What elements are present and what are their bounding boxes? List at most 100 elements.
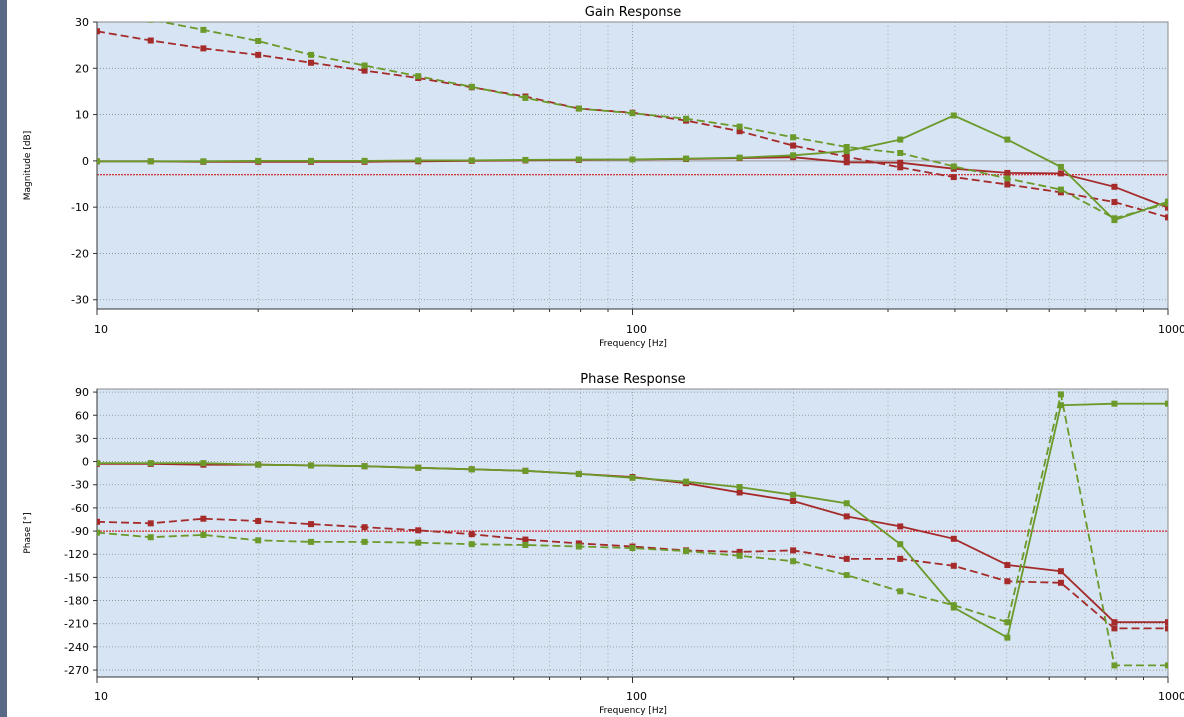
- x-axis-label: Frequency [Hz]: [599, 339, 667, 349]
- data-point-green-solid: [683, 478, 690, 485]
- data-point-green-solid: [468, 157, 475, 164]
- y-tick-label: -240: [64, 641, 89, 654]
- y-tick-label: -60: [71, 502, 89, 515]
- data-point-green-dashed: [629, 110, 636, 117]
- data-point-red-dashed: [361, 67, 368, 74]
- y-tick-label: 10: [75, 109, 89, 122]
- data-point-green-solid: [1111, 400, 1118, 407]
- data-point-red-solid: [1057, 170, 1064, 177]
- data-point-green-dashed: [790, 558, 797, 565]
- data-point-green-dashed: [1004, 175, 1011, 182]
- y-tick-label: -210: [64, 618, 89, 631]
- x-tick-label: 10: [94, 690, 108, 703]
- data-point-green-solid: [1004, 634, 1011, 641]
- data-point-green-solid: [522, 467, 529, 474]
- data-point-green-dashed: [468, 541, 475, 548]
- data-point-green-dashed: [308, 538, 315, 545]
- data-point-green-solid: [683, 155, 690, 162]
- data-point-green-solid: [200, 158, 207, 165]
- data-point-green-solid: [468, 466, 475, 473]
- data-point-red-dashed: [97, 518, 100, 525]
- data-point-red-dashed: [468, 531, 475, 538]
- x-tick-label: 100: [626, 690, 647, 703]
- data-point-green-solid: [147, 460, 154, 467]
- y-axis-label: Magnitude [dB]: [23, 131, 33, 200]
- data-point-green-dashed: [1057, 186, 1064, 193]
- data-point-red-dashed: [361, 524, 368, 531]
- data-point-red-dashed: [308, 521, 315, 528]
- y-tick-label: -270: [64, 664, 89, 677]
- data-point-green-dashed: [683, 548, 690, 555]
- data-point-red-dashed: [843, 153, 850, 160]
- data-point-green-dashed: [1057, 391, 1064, 398]
- data-point-green-dashed: [683, 115, 690, 122]
- data-point-green-dashed: [147, 22, 154, 23]
- data-point-green-solid: [361, 463, 368, 470]
- window-left-edge: [0, 0, 7, 717]
- y-tick-label: -180: [64, 595, 89, 608]
- data-point-green-solid: [415, 464, 422, 471]
- data-point-red-dashed: [897, 164, 904, 171]
- data-point-green-solid: [843, 500, 850, 507]
- x-axis-label: Frequency [Hz]: [599, 706, 667, 716]
- data-point-red-dashed: [200, 515, 207, 522]
- y-tick-label: -30: [71, 479, 89, 492]
- data-point-green-dashed: [843, 143, 850, 150]
- y-tick-label: 60: [75, 409, 89, 422]
- data-point-red-solid: [1165, 204, 1168, 211]
- data-point-green-solid: [361, 157, 368, 164]
- data-point-green-dashed: [522, 94, 529, 101]
- y-tick-label: -150: [64, 571, 89, 584]
- data-point-red-dashed: [415, 527, 422, 534]
- data-point-red-dashed: [255, 51, 262, 58]
- y-tick-label: 30: [75, 16, 89, 29]
- data-point-red-solid: [843, 513, 850, 520]
- phase-chart: 90 60 30 0 -30 -60 -90 -120 -150 -180 -210 -240 -270…: [23, 372, 1184, 716]
- y-tick-label: -120: [64, 548, 89, 561]
- x-tick-label: 1000: [1158, 323, 1184, 336]
- data-point-red-dashed: [255, 518, 262, 525]
- data-point-red-solid: [790, 497, 797, 504]
- data-point-green-dashed: [790, 134, 797, 141]
- data-point-green-dashed: [575, 543, 582, 550]
- data-point-red-solid: [843, 159, 850, 166]
- data-point-green-dashed: [468, 83, 475, 90]
- plot-area: [96, 21, 1169, 310]
- data-point-green-solid: [1057, 402, 1064, 409]
- data-point-red-solid: [1057, 568, 1064, 575]
- data-point-green-solid: [897, 541, 904, 548]
- data-point-red-dashed: [897, 555, 904, 562]
- data-point-green-dashed: [897, 150, 904, 157]
- data-point-green-dashed: [255, 537, 262, 544]
- data-point-red-solid: [897, 523, 904, 530]
- y-tick-label: 0: [82, 456, 89, 469]
- chart-title: Phase Response: [580, 372, 685, 387]
- data-point-red-dashed: [1004, 578, 1011, 585]
- data-point-green-dashed: [94, 0, 100, 6]
- data-point-green-dashed: [200, 531, 207, 538]
- data-point-red-solid: [1004, 562, 1011, 569]
- y-axis-label: Phase [°]: [23, 512, 33, 553]
- data-point-green-dashed: [950, 602, 957, 609]
- data-point-red-dashed: [522, 536, 529, 543]
- y-tick-label: 0: [82, 155, 89, 168]
- data-point-green-solid: [843, 148, 850, 155]
- data-point-green-solid: [1004, 136, 1011, 143]
- data-point-red-dashed: [1165, 625, 1168, 632]
- data-point-red-dashed: [200, 45, 207, 52]
- data-point-green-solid: [629, 156, 636, 163]
- data-point-red-dashed: [950, 562, 957, 569]
- data-point-green-solid: [415, 157, 422, 164]
- data-point-red-solid: [950, 535, 957, 542]
- data-point-red-solid: [1165, 619, 1168, 626]
- data-point-green-solid: [97, 460, 100, 467]
- data-point-green-solid: [308, 157, 315, 164]
- data-point-green-dashed: [1004, 619, 1011, 626]
- data-point-green-dashed: [97, 529, 100, 536]
- data-point-red-solid: [736, 489, 743, 496]
- data-point-green-dashed: [361, 538, 368, 545]
- data-point-green-solid: [629, 474, 636, 481]
- data-point-green-dashed: [415, 73, 422, 80]
